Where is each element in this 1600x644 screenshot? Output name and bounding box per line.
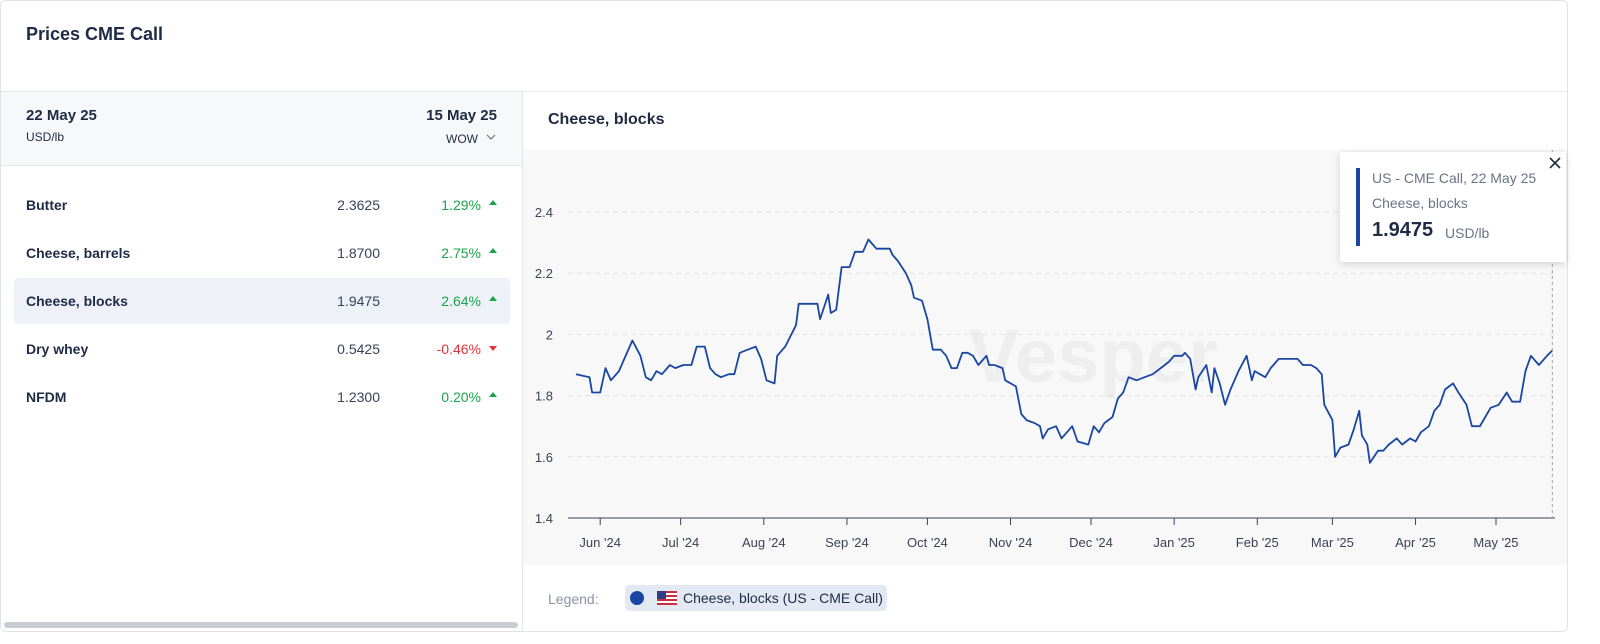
chart-title: Cheese, blocks <box>548 111 665 128</box>
tooltip-unit: USD/lb <box>1445 225 1490 241</box>
row-change: 0.20% <box>441 389 481 405</box>
trend-arrow <box>489 392 497 397</box>
trend-arrow-shape <box>489 200 497 205</box>
tooltip-series: Cheese, blocks <box>1372 195 1468 211</box>
y-tick-label: 2.4 <box>535 205 553 220</box>
page-title: Prices CME Call <box>26 24 164 44</box>
row-name: Dry whey <box>26 341 89 357</box>
x-tick-label: Oct '24 <box>907 535 948 550</box>
trend-arrow-shape <box>489 346 497 351</box>
tooltip-title: US - CME Call, 22 May 25 <box>1372 170 1537 186</box>
x-tick-label: May '25 <box>1473 535 1518 550</box>
scrollbar[interactable] <box>4 622 518 628</box>
row-price: 1.9475 <box>337 293 380 309</box>
compare-date: 15 May 25 <box>426 107 497 124</box>
chart-header <box>523 91 1567 151</box>
table-row[interactable]: Cheese, blocks 1.9475 2.64% <box>14 278 510 324</box>
y-tick-label: 1.6 <box>535 450 553 465</box>
trend-arrow <box>489 248 497 253</box>
row-change: -0.46% <box>436 341 481 357</box>
table-row[interactable]: Cheese, barrels 1.8700 2.75% <box>14 230 510 276</box>
x-tick-label: Jul '24 <box>662 535 699 550</box>
trend-arrow <box>489 346 497 351</box>
date: 22 May 25 <box>26 107 97 124</box>
row-price: 1.2300 <box>337 389 380 405</box>
series-line <box>575 238 1553 464</box>
tooltip-bar <box>1356 168 1360 246</box>
x-tick-label: Apr '25 <box>1395 535 1436 550</box>
x-tick-label: Feb '25 <box>1236 535 1279 550</box>
row-name: NFDM <box>26 389 67 405</box>
table-row[interactable]: Dry whey 0.5425 -0.46% <box>14 326 510 372</box>
unit: USD/lb <box>26 130 65 144</box>
row-change: 2.75% <box>441 245 481 261</box>
legend-label: Legend: <box>548 591 599 607</box>
row-price: 2.3625 <box>337 197 380 213</box>
row-name: Butter <box>26 197 68 213</box>
row-change: 2.64% <box>441 293 481 309</box>
x-tick-label: Jan '25 <box>1153 535 1195 550</box>
x-tick-label: Nov '24 <box>989 535 1033 550</box>
flag-icon <box>657 591 677 605</box>
y-tick-label: 2.2 <box>535 266 553 281</box>
table-row[interactable]: Butter 2.3625 1.29% <box>14 182 510 228</box>
close-button[interactable] <box>1549 157 1561 169</box>
trend-arrow-shape <box>489 248 497 253</box>
legend-dot <box>630 591 644 605</box>
row-price: 0.5425 <box>337 341 380 357</box>
row-name: Cheese, blocks <box>26 293 128 309</box>
legend-text: Cheese, blocks (US - CME Call) <box>683 590 883 606</box>
divider <box>522 91 523 630</box>
x-tick-label: Jun '24 <box>579 535 621 550</box>
x-tick-label: Mar '25 <box>1311 535 1354 550</box>
trend-arrow <box>489 296 497 301</box>
trend-arrow <box>489 200 497 205</box>
y-tick-label: 1.8 <box>535 389 553 404</box>
x-tick-label: Aug '24 <box>742 535 786 550</box>
x-tick-label: Dec '24 <box>1069 535 1113 550</box>
tooltip: US - CME Call, 22 May 25 Cheese, blocks … <box>1340 152 1566 262</box>
compare-mode[interactable]: WOW <box>446 132 478 146</box>
table-header <box>1 91 522 166</box>
card <box>0 0 1568 632</box>
row-name: Cheese, barrels <box>26 245 131 261</box>
y-tick-label: 2 <box>546 327 553 342</box>
trend-arrow-shape <box>489 392 497 397</box>
dropdown-chevron[interactable] <box>486 134 496 142</box>
tooltip-value: 1.9475 <box>1372 219 1434 241</box>
legend-item[interactable]: Cheese, blocks (US - CME Call) <box>625 585 887 611</box>
y-tick-label: 1.4 <box>535 511 553 526</box>
table-row[interactable]: NFDM 1.2300 0.20% <box>14 374 510 420</box>
row-price: 1.8700 <box>337 245 380 261</box>
trend-arrow-shape <box>489 296 497 301</box>
row-change: 1.29% <box>441 197 481 213</box>
x-tick-label: Sep '24 <box>825 535 869 550</box>
